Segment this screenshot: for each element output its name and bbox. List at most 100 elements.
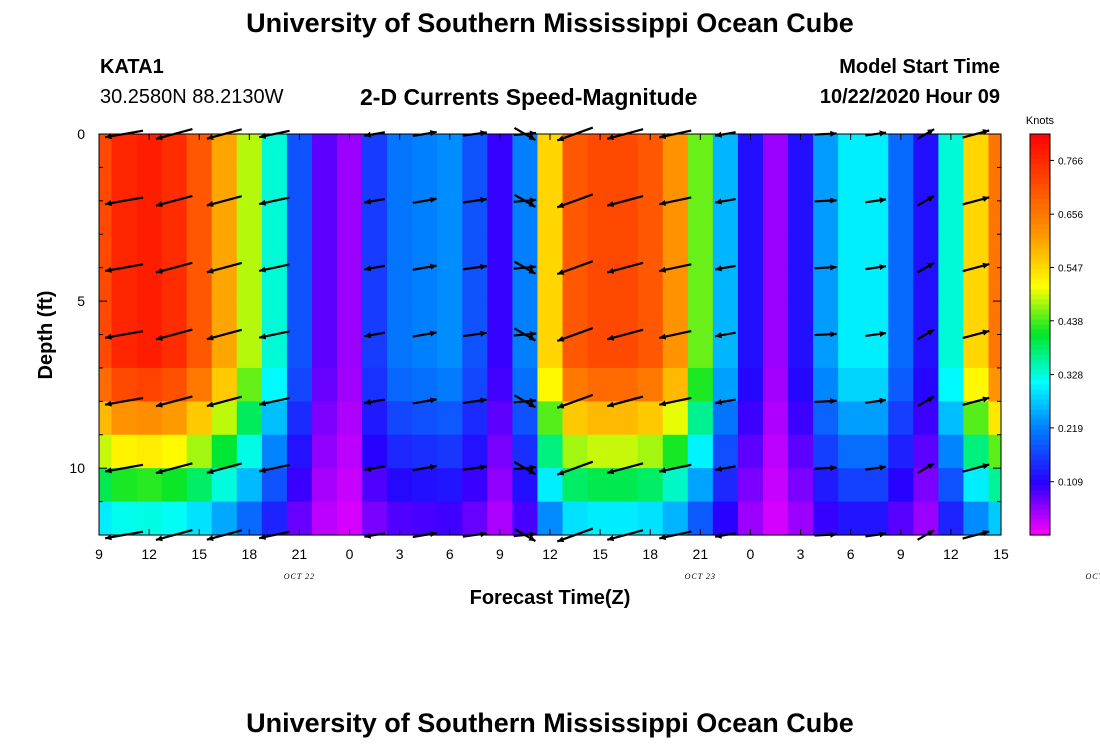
current-arrow [917, 328, 935, 341]
heatmap-cell [462, 234, 488, 269]
x-tick-label: 9 [897, 546, 905, 562]
heatmap-cell [286, 301, 313, 336]
heatmap-cell [662, 468, 689, 503]
current-arrow [606, 395, 644, 408]
colorbar-tick-label: 0.438 [1058, 317, 1083, 328]
current-arrow [606, 261, 644, 274]
current-arrow [865, 397, 887, 404]
colorbar-band [1030, 499, 1050, 506]
heatmap-cell [437, 367, 463, 402]
current-arrow [412, 330, 437, 338]
heatmap-cell [863, 501, 889, 536]
heatmap-cell [487, 200, 514, 235]
heatmap-cell [136, 401, 163, 436]
colorbar-band [1030, 274, 1050, 280]
colorbar-band [1030, 339, 1050, 346]
heatmap-cell [99, 367, 113, 402]
heatmap-cell [913, 334, 939, 369]
heatmap-cell [462, 134, 488, 169]
heatmap-cell [437, 167, 463, 202]
heatmap-cell [863, 301, 889, 336]
colorbar-band [1030, 364, 1050, 371]
current-arrow [412, 397, 437, 405]
heatmap-cell [462, 200, 488, 235]
heatmap-cell [813, 501, 839, 536]
heatmap-cell [286, 334, 313, 369]
heatmap-cell [863, 267, 889, 302]
colorbar-band [1030, 299, 1050, 306]
current-arrow [206, 195, 242, 207]
heatmap-cell [462, 301, 488, 336]
heatmap-cell [186, 468, 213, 503]
heatmap-cell [387, 267, 413, 302]
current-arrow [513, 394, 536, 409]
heatmap-cell [662, 267, 689, 302]
heatmap-cell [687, 401, 714, 436]
heatmap-cell [136, 200, 163, 235]
heatmap-cell [712, 167, 739, 202]
heatmap-cell [988, 301, 1002, 336]
heatmap-cell [437, 334, 463, 369]
heatmap-cell [863, 200, 889, 235]
heatmap-cell [762, 334, 789, 369]
heatmap-cell [612, 468, 639, 503]
heatmap-cell [687, 200, 714, 235]
heatmap-cell [913, 367, 939, 402]
colorbar: Knots 0.766 0.656 0.547 0.438 0.328 0.219 0.109 [1026, 115, 1083, 536]
colorbar-band [1030, 529, 1050, 536]
colorbar-band [1030, 254, 1050, 260]
current-arrow [714, 465, 736, 472]
current-arrow [155, 395, 193, 408]
heatmap-cell [111, 401, 138, 436]
heatmap-cell [387, 367, 413, 402]
heatmap-cell [261, 468, 288, 503]
heatmap-cell [838, 468, 864, 503]
heatmap-cell [286, 200, 313, 235]
heatmap-cell [311, 167, 338, 202]
heatmap-cell [136, 301, 163, 336]
heatmap-cell [762, 134, 789, 169]
heatmap-cell [988, 367, 1002, 402]
heatmap-cell [762, 267, 789, 302]
heatmap-cell [136, 434, 163, 469]
heatmap-cell [311, 401, 338, 436]
heatmap-cell [963, 167, 990, 202]
heatmap-cell [236, 334, 263, 369]
colorbar-band [1030, 454, 1050, 461]
current-arrow [659, 263, 692, 273]
heatmap-cell [712, 468, 739, 503]
x-tick-label: 3 [396, 546, 404, 562]
colorbar-band [1030, 164, 1050, 170]
heatmap-cell [537, 234, 564, 269]
colorbar-band [1030, 269, 1050, 275]
x-tick-label: 6 [847, 546, 855, 562]
heatmap-cell [487, 334, 514, 369]
colorbar-band [1030, 359, 1050, 366]
heatmap-cell [462, 367, 488, 402]
x-tick-label: 9 [95, 546, 103, 562]
heatmap-cell [988, 468, 1002, 503]
heatmap-cell [813, 301, 839, 336]
colorbar-band [1030, 264, 1050, 270]
heatmap-cell [762, 200, 789, 235]
heatmap-cell [337, 334, 363, 369]
heatmap-cell [687, 434, 714, 469]
colorbar-band [1030, 439, 1050, 446]
colorbar-unit: Knots [1026, 115, 1055, 127]
heatmap-cell [612, 367, 639, 402]
current-arrow [364, 264, 386, 272]
model-start-time: 10/22/2020 Hour 09 [819, 86, 1000, 108]
current-arrow [714, 398, 736, 406]
heatmap-cell [537, 167, 564, 202]
colorbar-band [1030, 184, 1050, 190]
heatmap-cell [813, 401, 839, 436]
heatmap-cell [662, 367, 689, 402]
colorbar-band [1030, 374, 1050, 381]
colorbar-band [1030, 404, 1050, 411]
heatmap-cell [587, 234, 614, 269]
heatmap-cell [838, 434, 864, 469]
colorbar-band [1030, 464, 1050, 471]
y-tick-label: 5 [77, 293, 85, 309]
x-tick-label: 18 [642, 546, 658, 562]
heatmap-cell [913, 134, 939, 169]
